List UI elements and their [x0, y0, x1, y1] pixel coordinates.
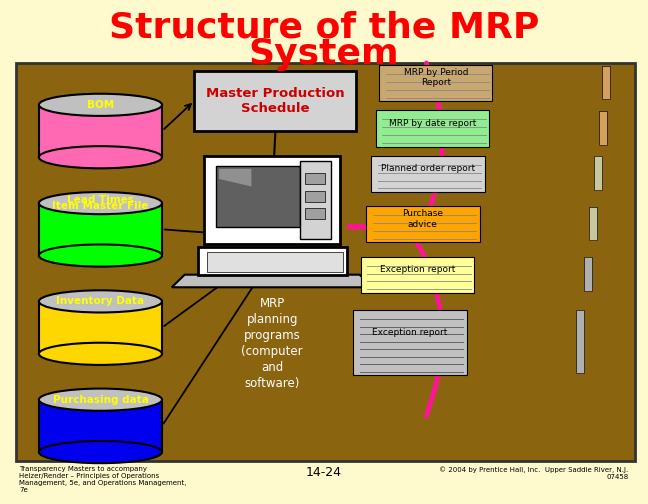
- Ellipse shape: [39, 389, 162, 411]
- Ellipse shape: [39, 290, 162, 312]
- Text: Master Production
Schedule: Master Production Schedule: [206, 87, 345, 115]
- FancyBboxPatch shape: [366, 206, 480, 242]
- FancyBboxPatch shape: [576, 310, 584, 373]
- FancyBboxPatch shape: [589, 208, 597, 236]
- FancyBboxPatch shape: [305, 173, 325, 184]
- Text: Exception report: Exception report: [380, 265, 456, 274]
- FancyBboxPatch shape: [589, 207, 597, 240]
- FancyBboxPatch shape: [589, 208, 597, 234]
- FancyBboxPatch shape: [594, 156, 602, 190]
- FancyBboxPatch shape: [194, 71, 356, 131]
- FancyBboxPatch shape: [584, 259, 592, 285]
- FancyBboxPatch shape: [599, 113, 607, 137]
- FancyBboxPatch shape: [198, 247, 347, 275]
- Text: 14-24: 14-24: [306, 466, 342, 479]
- FancyBboxPatch shape: [216, 166, 300, 227]
- FancyBboxPatch shape: [602, 67, 610, 93]
- FancyBboxPatch shape: [305, 208, 325, 219]
- FancyBboxPatch shape: [376, 110, 489, 147]
- FancyBboxPatch shape: [594, 157, 602, 188]
- Text: MRP
planning
programs
(computer
and
software): MRP planning programs (computer and soft…: [241, 297, 303, 391]
- FancyBboxPatch shape: [584, 259, 592, 283]
- FancyBboxPatch shape: [353, 310, 467, 375]
- FancyBboxPatch shape: [584, 257, 592, 291]
- Text: System: System: [249, 37, 399, 71]
- FancyBboxPatch shape: [589, 209, 597, 232]
- Polygon shape: [39, 301, 162, 354]
- FancyBboxPatch shape: [602, 67, 610, 95]
- Text: Purchasing data: Purchasing data: [52, 395, 148, 405]
- Ellipse shape: [39, 244, 162, 267]
- FancyBboxPatch shape: [599, 112, 607, 139]
- FancyBboxPatch shape: [207, 252, 343, 272]
- FancyBboxPatch shape: [16, 63, 635, 461]
- Text: Planned order report: Planned order report: [381, 164, 475, 173]
- FancyBboxPatch shape: [584, 258, 592, 289]
- Ellipse shape: [39, 441, 162, 463]
- FancyBboxPatch shape: [599, 112, 607, 141]
- FancyBboxPatch shape: [599, 111, 607, 145]
- FancyBboxPatch shape: [602, 66, 610, 99]
- FancyBboxPatch shape: [602, 66, 610, 97]
- FancyBboxPatch shape: [594, 158, 602, 184]
- FancyBboxPatch shape: [379, 65, 492, 101]
- FancyBboxPatch shape: [584, 258, 592, 287]
- Text: BOM: BOM: [87, 100, 114, 110]
- FancyBboxPatch shape: [594, 158, 602, 182]
- FancyBboxPatch shape: [589, 207, 597, 238]
- Polygon shape: [219, 169, 251, 186]
- Text: Purchase
advice: Purchase advice: [402, 209, 443, 228]
- Text: Inventory Data: Inventory Data: [56, 296, 145, 306]
- Text: Item Master File: Item Master File: [52, 202, 148, 211]
- Ellipse shape: [39, 146, 162, 168]
- Text: MRP by Period
Report: MRP by Period Report: [404, 68, 468, 87]
- Text: Structure of the MRP: Structure of the MRP: [109, 11, 539, 45]
- FancyBboxPatch shape: [204, 156, 340, 244]
- FancyBboxPatch shape: [594, 157, 602, 186]
- FancyBboxPatch shape: [576, 311, 584, 369]
- Polygon shape: [39, 203, 162, 256]
- Ellipse shape: [39, 343, 162, 365]
- Polygon shape: [39, 400, 162, 452]
- Text: Transparency Masters to accompany
Heizer/Render – Principles of Operations
Manag: Transparency Masters to accompany Heizer…: [19, 466, 187, 493]
- Polygon shape: [172, 275, 373, 287]
- FancyBboxPatch shape: [371, 156, 485, 192]
- FancyBboxPatch shape: [300, 161, 331, 239]
- FancyBboxPatch shape: [576, 312, 584, 367]
- Text: Exception report: Exception report: [372, 329, 448, 337]
- FancyBboxPatch shape: [576, 311, 584, 371]
- Ellipse shape: [39, 94, 162, 116]
- Text: © 2004 by Prentice Hall, Inc.  Upper Saddle River, N.J.
07458: © 2004 by Prentice Hall, Inc. Upper Sadd…: [439, 466, 629, 480]
- FancyBboxPatch shape: [305, 191, 325, 202]
- Ellipse shape: [39, 192, 162, 214]
- FancyBboxPatch shape: [602, 68, 610, 91]
- Text: Lead Times: Lead Times: [67, 195, 134, 205]
- FancyBboxPatch shape: [361, 257, 474, 293]
- Text: MRP by date report: MRP by date report: [389, 118, 476, 128]
- Polygon shape: [39, 105, 162, 157]
- FancyBboxPatch shape: [576, 312, 584, 365]
- FancyBboxPatch shape: [599, 111, 607, 143]
